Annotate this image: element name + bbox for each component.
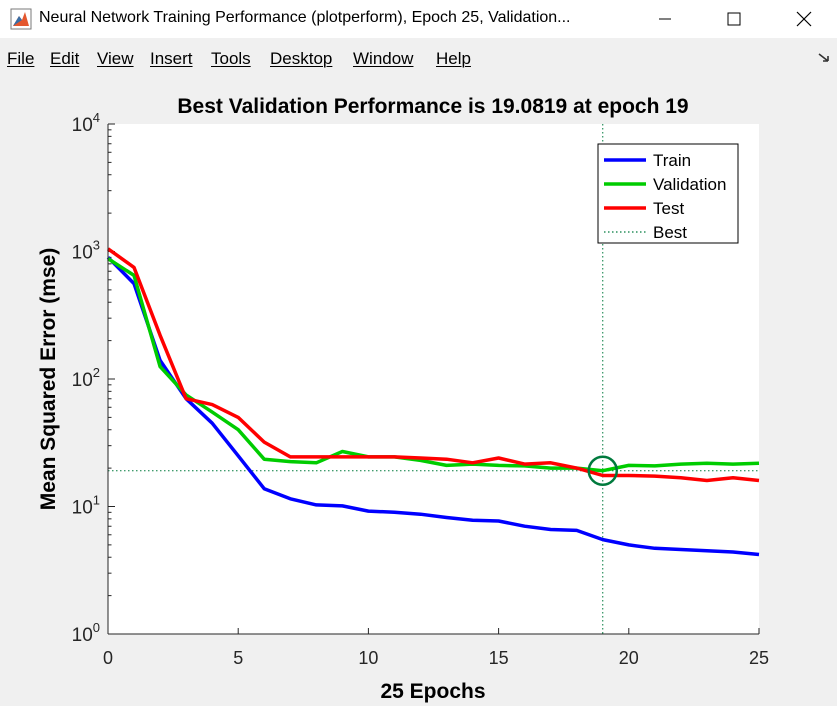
minimize-button[interactable] (642, 0, 688, 38)
legend-label-validation: Validation (653, 175, 726, 194)
validation-series-line (107, 257, 760, 473)
x-tick-label: 0 (103, 648, 113, 668)
x-tick-label: 20 (619, 648, 639, 668)
y-axis-label: Mean Squared Error (mse) (37, 248, 60, 511)
legend-label-best: Best (653, 223, 687, 242)
menu-bar: File Edit View Insert Tools Desktop Wind… (0, 38, 837, 76)
minimize-icon (659, 18, 671, 20)
maximize-button[interactable] (711, 0, 757, 38)
dock-arrow-icon[interactable] (817, 52, 831, 64)
maximize-icon (727, 12, 741, 26)
chart-title: Best Validation Performance is 19.0819 a… (177, 95, 688, 118)
y-tick-label: 102 (72, 365, 100, 391)
test-series-line (106, 247, 760, 483)
y-tick-label: 100 (72, 620, 100, 646)
menu-edit[interactable]: Edit (50, 49, 80, 68)
train-series-line (106, 256, 760, 557)
performance-chart: Best Validation Performance is 19.0819 a… (37, 95, 769, 703)
matlab-figure-icon[interactable] (10, 8, 32, 30)
best-marker (587, 455, 619, 486)
x-tick-label: 5 (233, 648, 243, 668)
legend[interactable]: Train Validation Test Best (597, 143, 739, 244)
x-tick-label: 15 (489, 648, 509, 668)
x-axis-label: 25 Epochs (380, 680, 485, 703)
y-tick-label: 101 (72, 493, 100, 519)
menu-desktop[interactable]: Desktop (270, 49, 333, 68)
menu-insert[interactable]: Insert (150, 49, 193, 68)
window-title: Neural Network Training Performance (plo… (39, 9, 571, 26)
menu-file[interactable]: File (7, 49, 35, 68)
y-tick-label: 103 (72, 238, 100, 264)
window-titlebar: Neural Network Training Performance (plo… (0, 0, 837, 38)
menu-tools[interactable]: Tools (211, 49, 251, 68)
legend-label-test: Test (653, 199, 684, 218)
y-tick-label: 104 (72, 110, 100, 136)
close-button[interactable] (781, 0, 827, 38)
close-icon (796, 11, 812, 27)
menu-window[interactable]: Window (353, 49, 414, 68)
x-tick-label: 10 (358, 648, 378, 668)
x-tick-label: 25 (749, 648, 769, 668)
legend-label-train: Train (653, 151, 691, 170)
menu-help[interactable]: Help (436, 49, 471, 68)
menu-view[interactable]: View (97, 49, 134, 68)
